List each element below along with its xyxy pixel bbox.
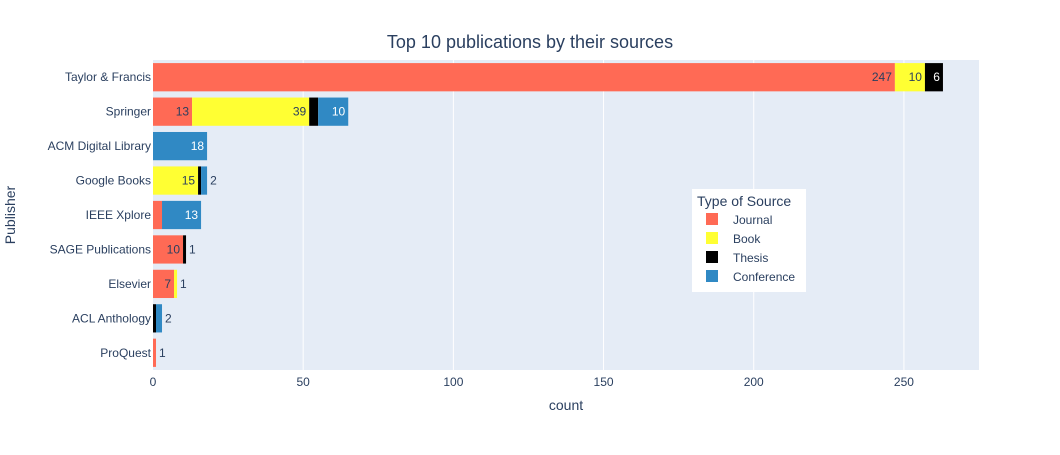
bar-segment[interactable] (924, 63, 943, 92)
bar-value-label: 2 (210, 174, 217, 188)
legend-item-label[interactable]: Thesis (733, 251, 768, 265)
legend-swatch[interactable] (706, 270, 718, 282)
bar-segment[interactable] (183, 235, 187, 264)
legend-swatch[interactable] (706, 232, 718, 244)
bar-segment[interactable] (153, 235, 184, 264)
y-tick-label: ACM Digital Library (48, 139, 151, 153)
x-axis-ticks: 0 50 100 150 200 250 (150, 375, 915, 389)
y-tick-label: Taylor & Francis (65, 70, 151, 84)
x-tick-label: 100 (443, 375, 463, 389)
bar-value-label: 13 (185, 208, 199, 222)
bar-segment[interactable] (201, 166, 208, 195)
bar-segment[interactable] (894, 63, 925, 92)
bar-value-label: 13 (176, 105, 190, 119)
bar-segment[interactable] (153, 200, 163, 230)
bar-segment[interactable] (153, 63, 895, 92)
legend-item-label[interactable]: Journal (733, 213, 772, 227)
legend-item-label[interactable]: Conference (733, 270, 795, 284)
bar-segment[interactable] (192, 97, 310, 126)
bar-value-label: 15 (182, 174, 196, 188)
bar-value-label: 10 (909, 70, 923, 84)
bar-segment[interactable] (198, 166, 202, 195)
y-tick-label: Elsevier (108, 277, 151, 291)
bar-value-label: 1 (159, 346, 166, 360)
bar-value-label: 7 (164, 277, 171, 291)
bar-segment[interactable] (174, 269, 178, 299)
bar-segment[interactable] (153, 269, 175, 299)
x-axis-title: count (549, 397, 583, 413)
bar-segment[interactable] (153, 304, 157, 333)
bar-value-label: 6 (933, 70, 940, 84)
legend-title: Type of Source (697, 193, 791, 209)
x-tick-label: 0 (150, 375, 157, 389)
bar-segment[interactable] (162, 200, 202, 230)
y-tick-label: Springer (106, 105, 151, 119)
bar-segment[interactable] (309, 97, 319, 126)
bar-segment[interactable] (153, 97, 193, 126)
y-axis-ticks: Taylor & Francis Springer ACM Digital Libr… (48, 70, 152, 360)
y-tick-label: ACL Anthology (72, 311, 151, 325)
y-tick-label: ProQuest (100, 346, 151, 360)
legend-swatch[interactable] (706, 213, 718, 225)
legend-items[interactable]: Journal Book Thesis Conference (706, 213, 795, 284)
bar-segment[interactable] (153, 131, 208, 161)
legend-swatch[interactable] (706, 251, 718, 263)
y-tick-label: IEEE Xplore (86, 208, 152, 222)
bar-value-label: 2 (165, 311, 172, 325)
x-tick-label: 150 (594, 375, 614, 389)
y-axis-title: Publisher (2, 185, 18, 244)
bar-value-label: 10 (332, 105, 346, 119)
x-tick-label: 200 (744, 375, 764, 389)
bar-value-label: 18 (191, 139, 205, 153)
y-tick-label: SAGE Publications (50, 242, 151, 256)
bar-value-label: 1 (189, 242, 196, 256)
x-tick-label: 50 (297, 375, 311, 389)
bars (153, 63, 943, 367)
x-tick-label: 250 (894, 375, 914, 389)
bar-value-label: 1 (180, 277, 187, 291)
legend-item-label[interactable]: Book (733, 232, 761, 246)
bar-segment[interactable] (153, 166, 199, 195)
bar-value-label: 10 (167, 242, 181, 256)
bar-value-label: 39 (293, 105, 307, 119)
chart-title: Top 10 publications by their sources (387, 32, 673, 52)
bar-segment[interactable] (156, 304, 163, 333)
legend[interactable]: Type of Source Journal Book Thesis Conferen… (692, 189, 806, 292)
bar-segment[interactable] (153, 338, 157, 367)
y-tick-label: Google Books (76, 174, 151, 188)
bar-segment[interactable] (318, 97, 349, 126)
bar-value-label: 247 (872, 70, 892, 84)
